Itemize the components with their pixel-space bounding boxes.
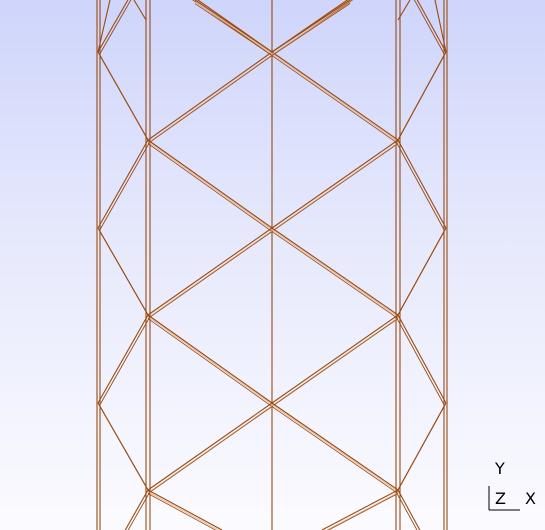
brace-lower-left-0-edge [147, 55, 273, 144]
brace-upper-left-1-back [148, 141, 274, 231]
brace-lower-left-0-back [148, 53, 274, 143]
brace-lower-right-0 [271, 51, 399, 141]
brace-upper-left-2-edge [147, 318, 273, 407]
brace-upper-left-1-edge [147, 143, 273, 232]
side-zigzag-right-0 [416, 0, 447, 53]
brace-top-right-back [272, 1, 352, 55]
brace-lower-left-0 [147, 51, 273, 141]
side-zigzag-left-6 [124, 489, 149, 530]
brace-bottom-left-edge [147, 493, 217, 530]
brace-bottom-right-back [326, 491, 400, 530]
brace-upper-right-1-edge [271, 143, 399, 232]
brace-lower-left-2 [147, 402, 273, 491]
brace-upper-left-0 [196, 0, 273, 53]
brace-lower-left-2-edge [147, 406, 273, 494]
side-zigzag-left-back-2 [99, 142, 150, 231]
brace-lower-right-0-edge [271, 55, 399, 144]
brace-upper-left-2-back [148, 316, 274, 406]
side-zigzag-left-back-3 [99, 230, 150, 318]
brace-lower-right-1 [271, 227, 399, 316]
side-zigzag-right-top [434, 0, 447, 53]
side-zigzag-right-back-1 [396, 54, 445, 143]
brace-lower-right-2 [271, 402, 399, 491]
brace-top-left [194, 0, 273, 53]
side-zigzag-left-4 [97, 314, 149, 404]
brace-upper-right-2-back [272, 316, 400, 406]
side-zigzag-right-back-4 [396, 317, 445, 406]
brace-upper-left-1 [147, 139, 273, 229]
brace-lower-left-1-back [148, 229, 274, 318]
side-zigzag-left-back-4 [99, 317, 150, 406]
brace-upper-right-2 [271, 314, 399, 404]
brace-bottom-left-back [148, 491, 220, 530]
side-zigzag-right-back-6 [396, 492, 418, 530]
side-zigzag-right-2 [397, 139, 447, 229]
y-axis-label: Y [495, 459, 505, 478]
brace-upper-right-2-edge [271, 318, 399, 407]
side-zigzag-left-back-6 [127, 492, 150, 530]
brace-lower-right-2-back [272, 404, 400, 493]
brace-upper-right-0 [271, 0, 349, 53]
brace-bottom-right [321, 489, 399, 530]
brace-lower-left-2-back [148, 404, 274, 493]
axis-triad-lines [488, 486, 520, 511]
side-zigzag-left-top2 [133, 0, 147, 21]
brace-top-right-edge [271, 3, 351, 56]
side-zigzag-right-back-2 [396, 142, 445, 231]
side-zigzag-left-back-0 [99, 0, 132, 55]
side-zigzag-right-top2 [397, 0, 411, 21]
brace-top-right [271, 0, 351, 53]
side-zigzag-left-back-1 [99, 54, 150, 143]
axis-triad: Y Z X [482, 458, 542, 518]
brace-lower-right-1-back [272, 229, 400, 318]
brace-lower-right-2-edge [271, 406, 399, 494]
brace-upper-left-0-back [194, 0, 274, 55]
side-zigzag-left-back-5 [99, 405, 150, 493]
side-zigzag-right-6 [397, 489, 421, 530]
side-zigzag-left-0 [97, 0, 129, 53]
brace-lower-left-1 [147, 227, 273, 316]
side-zigzag-right-4 [397, 314, 447, 404]
brace-top-left-back [195, 1, 274, 55]
side-zigzag-left-2 [97, 139, 149, 229]
brace-upper-right-1-back [272, 141, 400, 231]
brace-lower-right-0-back [272, 53, 400, 143]
side-zigzag-right-back-3 [396, 230, 445, 318]
brace-bottom-left [147, 489, 223, 530]
side-zigzag-right-back-5 [396, 405, 445, 493]
z-axis-label: Z [495, 489, 506, 508]
brace-lower-left-1-edge [147, 231, 273, 319]
side-zigzag-left-top [97, 0, 111, 53]
side-zigzag-right-back-0 [413, 0, 445, 55]
brace-bottom-right-edge [327, 493, 399, 530]
brace-top-left-edge [194, 3, 273, 56]
brace-upper-left-2 [147, 314, 273, 404]
brace-lower-right-1-edge [271, 231, 399, 319]
brace-upper-right-1 [271, 139, 399, 229]
x-axis-label: X [525, 489, 536, 508]
